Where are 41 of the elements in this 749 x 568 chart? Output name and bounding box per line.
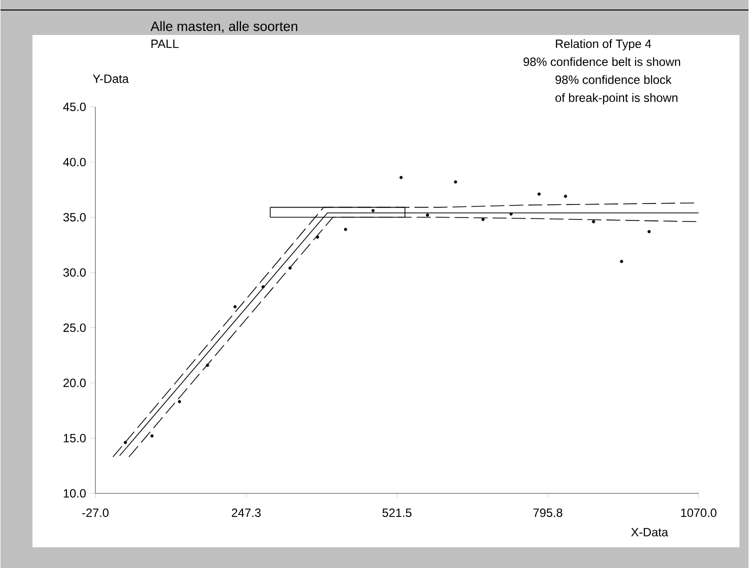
point bbox=[178, 400, 182, 404]
point bbox=[509, 212, 513, 216]
x-tick-label: -27.0 bbox=[82, 508, 109, 517]
point bbox=[344, 228, 348, 231]
point bbox=[400, 176, 403, 180]
x-tick-label: 1070.0 bbox=[681, 508, 716, 517]
point bbox=[620, 260, 624, 263]
text: 98% confidence belt is shown bbox=[524, 57, 680, 66]
y-tick-label: 20.0 bbox=[63, 378, 86, 388]
y-tick-label: 40.0 bbox=[63, 158, 86, 166]
y-tick-label: 15.0 bbox=[64, 434, 86, 442]
x-tick-label: 521.5 bbox=[382, 508, 412, 517]
point bbox=[592, 220, 596, 224]
y-tick-label: 30.0 bbox=[63, 268, 86, 277]
y-tick-label: 25.0 bbox=[63, 323, 86, 332]
point bbox=[124, 440, 127, 444]
point bbox=[647, 230, 651, 234]
point bbox=[206, 364, 210, 367]
point bbox=[288, 266, 292, 270]
chart-subtitle: PALL bbox=[151, 40, 179, 48]
point bbox=[233, 305, 237, 308]
x-tick-label: 247.3 bbox=[232, 508, 261, 517]
text: 98% confidence block bbox=[556, 75, 672, 84]
y-axis-title: Y-Data bbox=[92, 74, 129, 83]
point bbox=[316, 235, 320, 239]
point bbox=[454, 180, 458, 184]
y-tick-label: 10.0 bbox=[64, 488, 86, 498]
point bbox=[564, 194, 568, 198]
point bbox=[371, 208, 375, 212]
text: of break-point is shown bbox=[555, 93, 678, 104]
text: Relation of Type 4 bbox=[556, 39, 652, 50]
point bbox=[481, 218, 485, 221]
point bbox=[150, 434, 154, 438]
chart-title: Alle masten, alle soorten bbox=[150, 21, 298, 33]
x-tick-label: 795.8 bbox=[533, 508, 562, 517]
point bbox=[426, 213, 430, 217]
point bbox=[538, 192, 541, 196]
y-tick-label: 45.0 bbox=[63, 102, 86, 111]
point bbox=[261, 285, 265, 288]
y-tick-label: 35.0 bbox=[63, 212, 86, 222]
x-axis-title: X-Data bbox=[631, 528, 668, 536]
